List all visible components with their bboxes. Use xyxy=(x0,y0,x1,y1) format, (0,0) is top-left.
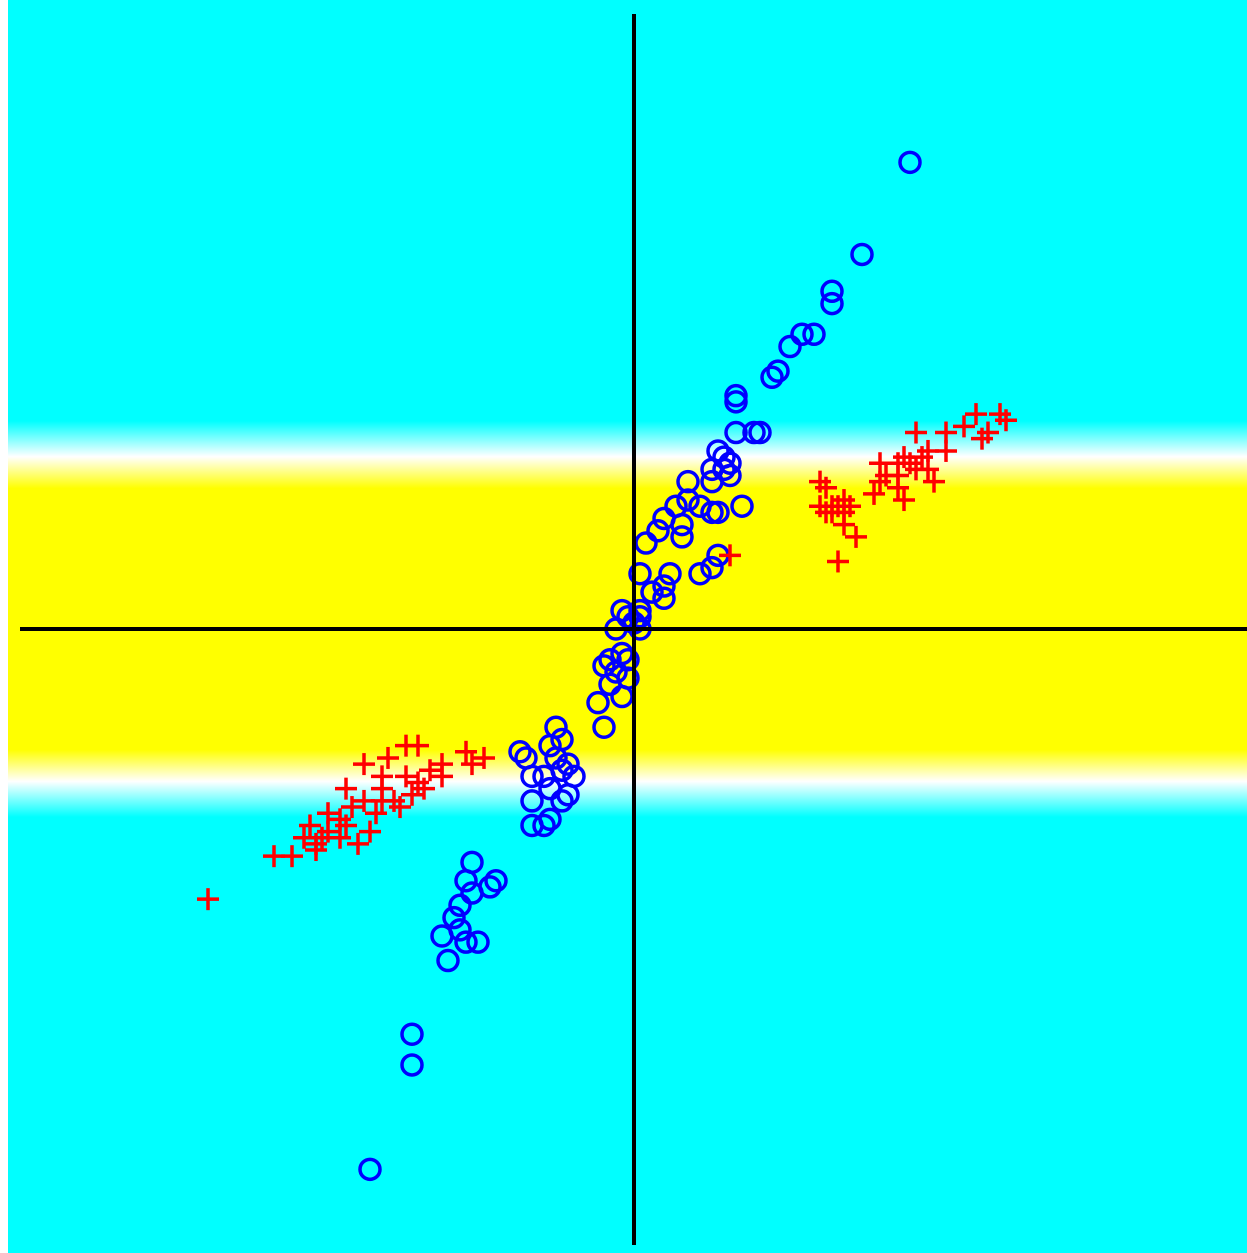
scatter-chart xyxy=(0,0,1247,1253)
